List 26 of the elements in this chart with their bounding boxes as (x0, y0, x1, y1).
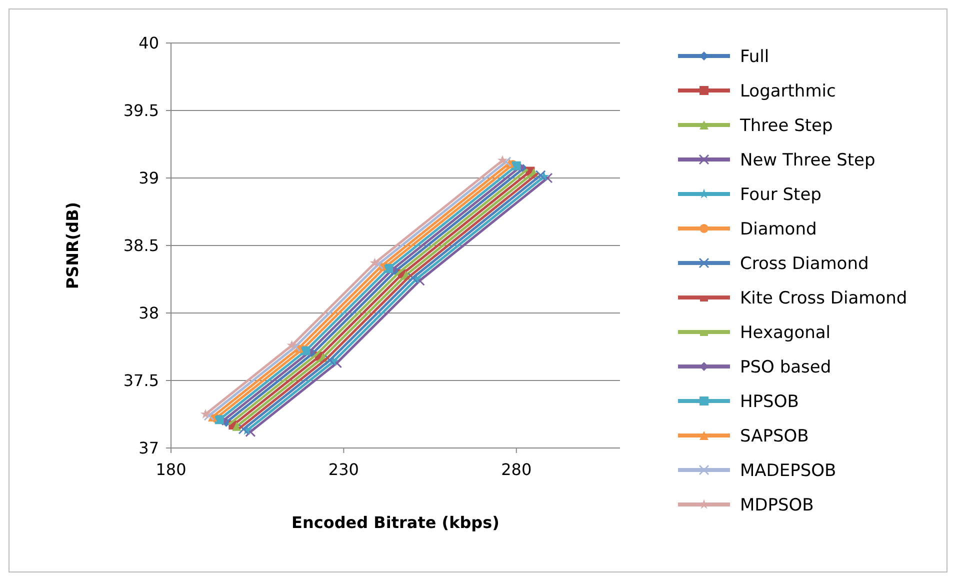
legend-label: MADEPSOB (740, 460, 836, 481)
legend-label: Hexagonal (740, 322, 831, 343)
y-axis-title: PSNR(dB) (63, 202, 82, 290)
legend-label: Kite Cross Diamond (740, 288, 908, 308)
legend-label: Four Step (740, 184, 822, 205)
y-tick-label: 40 (138, 34, 159, 53)
y-tick-label: 39 (138, 168, 159, 188)
legend-label: HPSOB (740, 392, 799, 412)
y-tick-label: 38.5 (123, 236, 159, 256)
x-tick-label: 280 (501, 460, 532, 479)
legend-label: New Three Step (740, 150, 876, 170)
legend-label: Diamond (740, 219, 817, 240)
x-tick-label: 230 (328, 460, 359, 479)
legend-label: MDPSOB (740, 495, 814, 516)
legend-label: Cross Diamond (740, 254, 869, 274)
legend-label: PSO based (740, 357, 832, 378)
legend-label: SAPSOB (740, 426, 809, 446)
x-tick-label: 180 (156, 460, 186, 479)
legend-label: Three Step (739, 116, 833, 136)
y-tick-label: 39.5 (123, 101, 159, 120)
y-tick-label: 37 (138, 438, 159, 458)
x-axis-title: Encoded Bitrate (kbps) (292, 513, 500, 532)
y-tick-label: 38 (138, 304, 159, 323)
legend-label: Full (740, 46, 770, 67)
legend-label: Logarthmic (740, 81, 836, 102)
y-tick-label: 37.5 (123, 371, 159, 390)
